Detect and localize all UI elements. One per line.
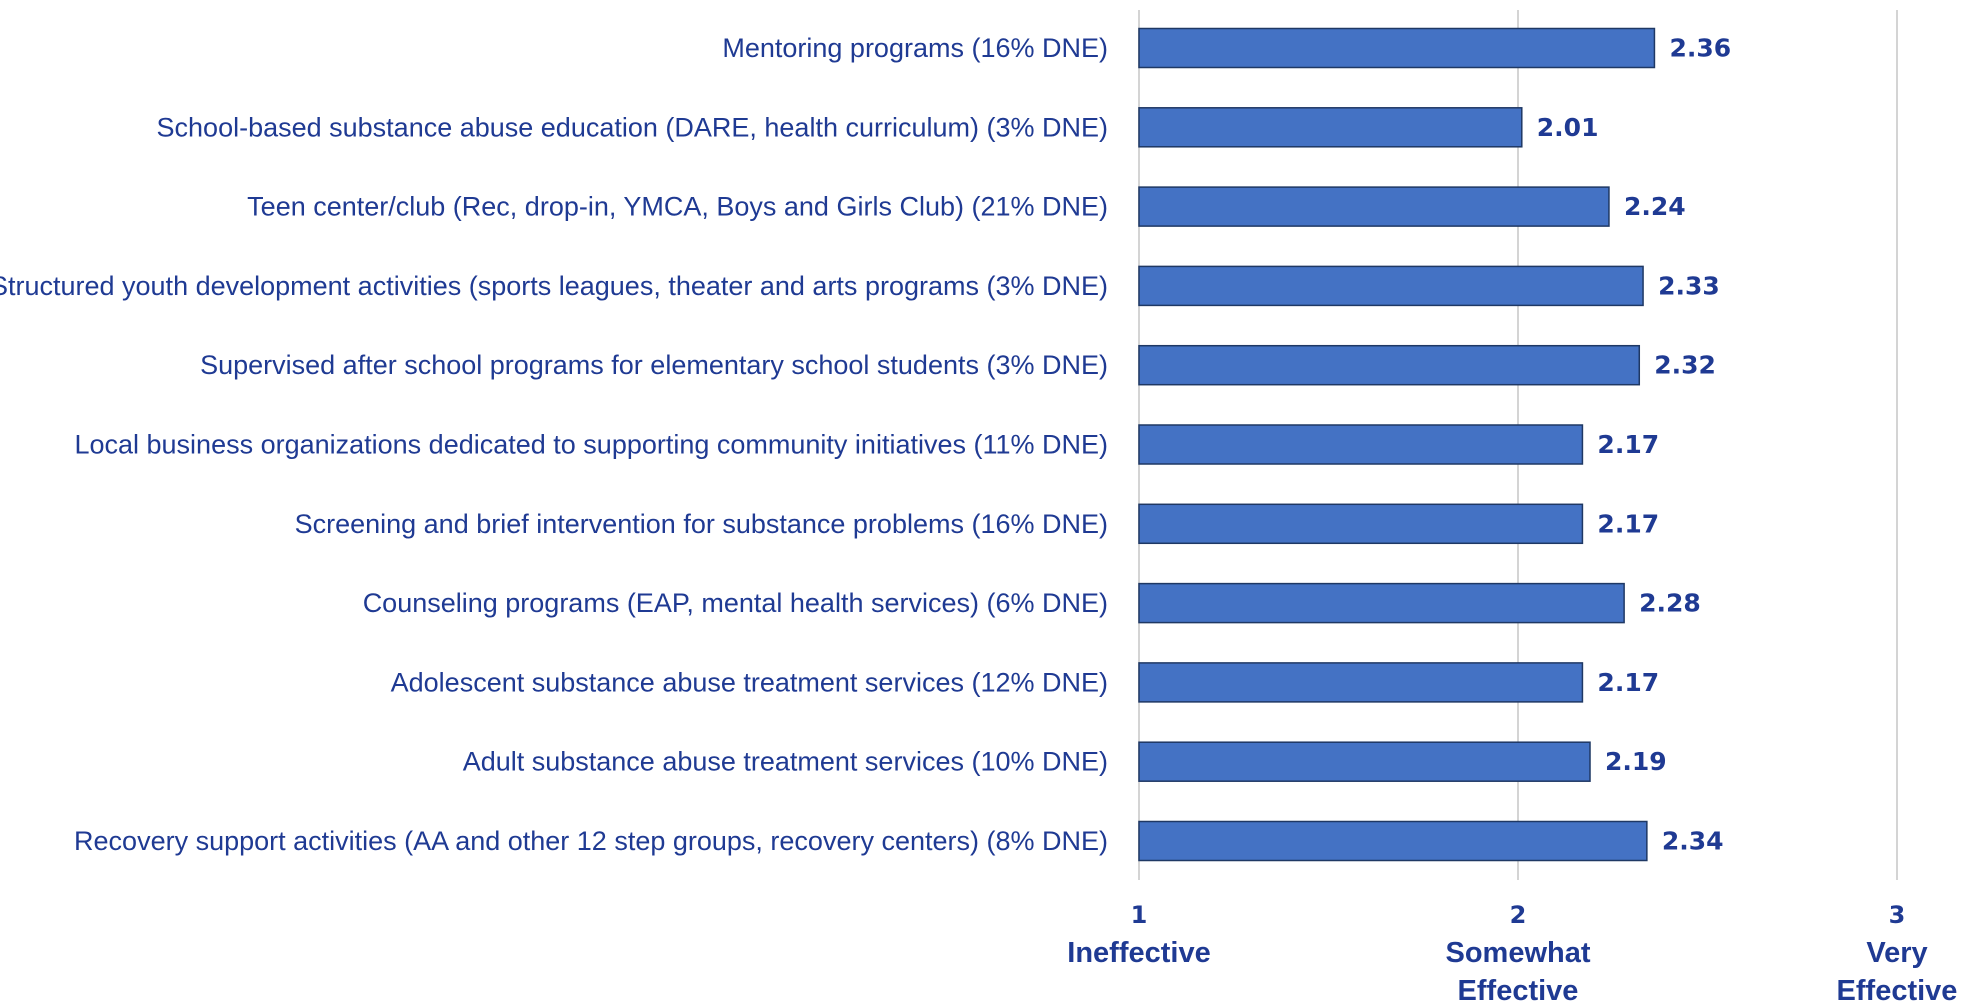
category-label: Recovery support activities (AA and othe… — [74, 826, 1108, 856]
data-label: 2.33 — [1658, 271, 1720, 300]
data-label: 2.34 — [1662, 827, 1724, 856]
bar — [1138, 662, 1584, 703]
data-label: 2.17 — [1597, 509, 1659, 538]
bar — [1138, 107, 1523, 148]
category-label: Adult substance abuse treatment services… — [463, 747, 1108, 777]
tick-text: Ineffective — [1067, 937, 1210, 969]
category-label: Local business organizations dedicated t… — [74, 430, 1108, 460]
bar — [1138, 424, 1584, 465]
tick-text: Somewhat — [1445, 937, 1590, 969]
tick-text: Very — [1866, 937, 1927, 969]
bar — [1138, 265, 1644, 307]
data-label: 2.28 — [1639, 589, 1701, 618]
data-label: 2.17 — [1597, 668, 1659, 697]
data-label: 2.19 — [1605, 747, 1667, 776]
category-labels: Mentoring programs (16% DNE) School-based… — [0, 33, 1108, 856]
data-label: 2.24 — [1624, 192, 1686, 221]
category-label: Supervised after school programs for ele… — [200, 350, 1108, 380]
x-axis-ticks: 1 Ineffective 2 Somewhat Effective 3 Very Effec… — [1067, 901, 1957, 1006]
category-label: Mentoring programs (16% DNE) — [722, 33, 1108, 63]
value-labels: 2.36 2.01 2.24 2.33 2.32 2.17 2.17 2.28 2.17 2.19… — [1537, 34, 1731, 856]
data-label: 2.36 — [1669, 34, 1731, 63]
data-label: 2.01 — [1537, 113, 1599, 142]
bar — [1138, 741, 1591, 782]
tick-number: 2 — [1510, 901, 1527, 929]
data-label: 2.32 — [1654, 351, 1716, 380]
tick-text: Effective — [1837, 975, 1958, 1006]
tick-text: Effective — [1458, 975, 1579, 1006]
category-label: Screening and brief intervention for sub… — [295, 509, 1108, 539]
category-label: Structured youth development activities … — [0, 271, 1108, 301]
category-label: School-based substance abuse education (… — [157, 112, 1108, 142]
bar — [1138, 186, 1610, 227]
bar — [1138, 344, 1641, 386]
bar — [1138, 27, 1656, 69]
tick-number: 3 — [1889, 901, 1906, 929]
category-label: Adolescent substance abuse treatment ser… — [391, 667, 1108, 697]
bar — [1138, 582, 1625, 624]
bar — [1138, 820, 1648, 862]
data-label: 2.17 — [1597, 430, 1659, 459]
bars — [1138, 27, 1656, 862]
category-label: Counseling programs (EAP, mental health … — [363, 588, 1108, 618]
category-label: Teen center/club (Rec, drop-in, YMCA, Bo… — [247, 192, 1108, 222]
tick-number: 1 — [1131, 901, 1148, 929]
bar — [1138, 503, 1584, 545]
